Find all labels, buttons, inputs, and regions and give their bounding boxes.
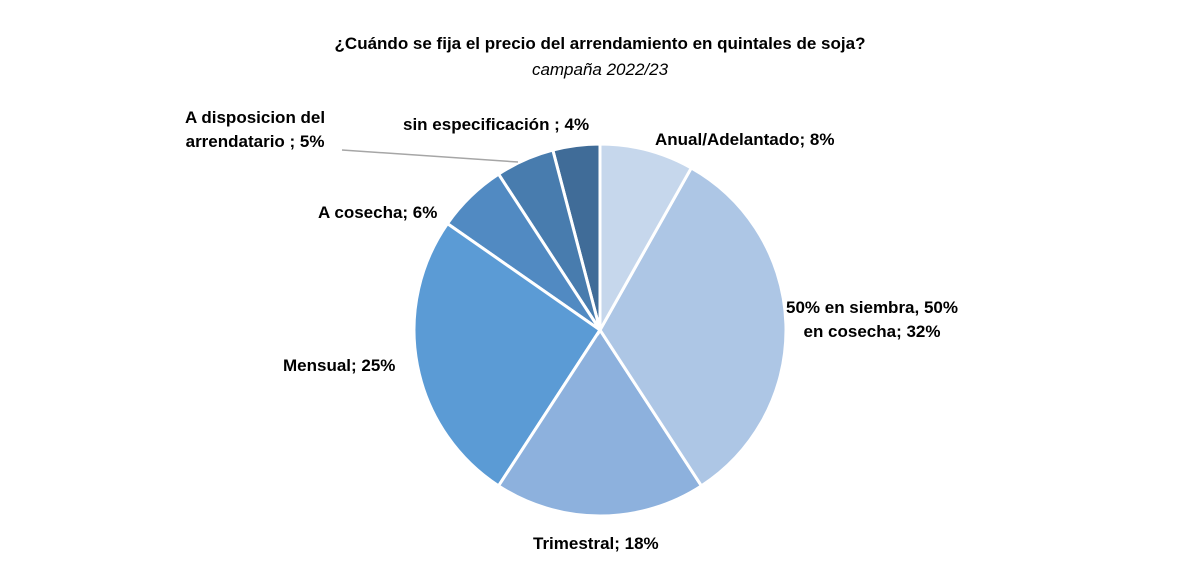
pie-slice-1: [598, 165, 788, 488]
label-line: 50% en siembra, 50%: [786, 298, 958, 317]
label-anual: Anual/Adelantado; 8%: [655, 130, 835, 149]
pie-slice-2: [496, 327, 704, 518]
pie-slice-3: [412, 221, 603, 488]
label-mensual: Mensual; 25%: [283, 356, 396, 375]
label-line: A disposicion del: [185, 108, 326, 127]
chart-subtitle: campaña 2022/23: [531, 60, 669, 79]
label-trimestral: Trimestral; 18%: [533, 534, 659, 553]
chart-title: ¿Cuándo se fija el precio del arrendamie…: [334, 34, 866, 53]
label-a-cosecha: A cosecha; 6%: [318, 203, 438, 222]
leader-line: [341, 149, 519, 163]
label-line: arrendatario ; 5%: [185, 132, 325, 151]
pie-slice-0: [598, 142, 694, 336]
label-a-disposicion: A disposicion del arrendatario ; 5%: [185, 106, 325, 154]
label-line: en cosecha; 32%: [803, 322, 941, 341]
label-sin-especificacion: sin especificación ; 4%: [403, 115, 590, 134]
label-siembra-cosecha: 50% en siembra, 50% en cosecha; 32%: [786, 296, 958, 344]
